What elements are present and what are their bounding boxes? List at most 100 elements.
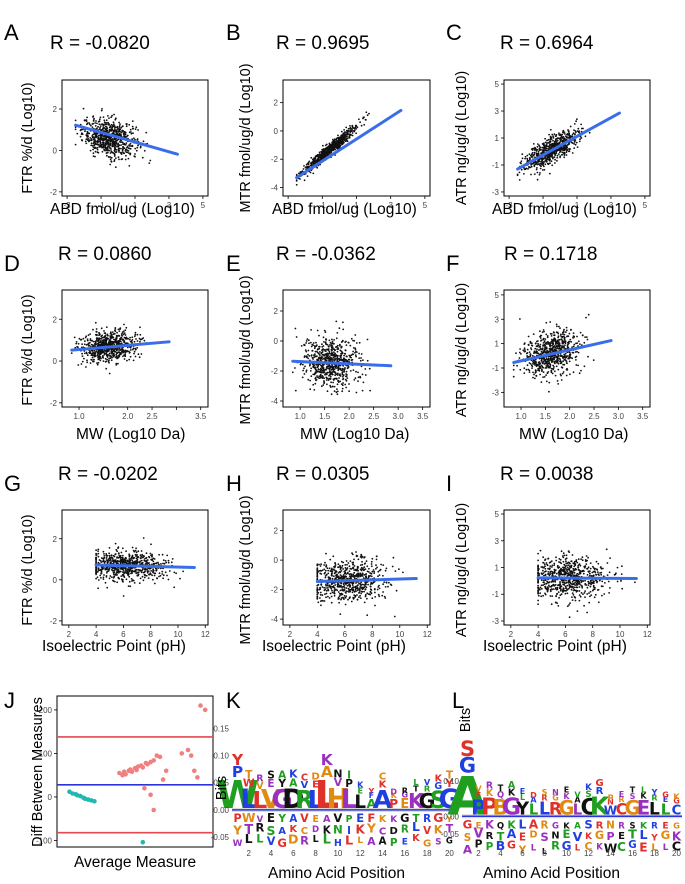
data-point [109,125,112,128]
data-point [105,152,108,155]
data-point [572,332,575,334]
data-point [81,355,84,357]
data-point [557,355,559,358]
data-point [336,147,338,150]
data-point [110,156,113,159]
data-point [77,342,80,345]
data-point [333,385,336,388]
data-point [532,371,534,374]
data-point [545,321,548,324]
data-point [347,358,350,361]
data-point [112,124,114,127]
data-point [133,340,136,343]
data-point [131,546,134,549]
data-point [147,577,150,579]
data-point [103,555,106,557]
data-point [532,333,535,335]
data-point [91,126,94,128]
data-point [108,156,110,159]
data-point [359,376,362,379]
data-point [162,577,165,580]
data-point [334,358,336,360]
data-point [310,156,313,159]
data-point [105,326,108,328]
data-point [93,144,96,147]
data-point [565,326,568,329]
data-point [550,136,553,139]
data-point [347,366,350,368]
data-point [173,586,176,589]
data-point [90,354,93,357]
data-point [110,557,112,559]
data-point [87,132,90,135]
data-point [314,350,317,353]
data-point [308,342,310,345]
data-point [360,124,363,127]
data-point [348,383,350,385]
data-point [102,123,105,126]
data-point [121,347,123,350]
data-point [588,131,591,134]
data-point [300,345,303,347]
data-point [89,124,92,127]
data-point [553,361,556,364]
data-point [86,132,88,135]
data-point [85,138,88,141]
data-point [349,127,351,130]
data-point [550,155,553,158]
data-point [322,336,325,339]
data-point [557,359,559,362]
data-point [345,370,348,373]
data-point [128,147,131,150]
data-point [307,349,310,352]
data-point [304,166,307,169]
data-point [135,338,137,340]
x-tick-label: 5 [201,201,206,210]
data-point [560,366,563,369]
data-point [91,340,93,342]
data-point [331,352,334,355]
data-point [540,364,543,367]
data-point [87,139,89,142]
data-point [314,345,316,348]
data-point [331,385,334,388]
data-point [113,113,115,116]
data-point [82,128,84,131]
data-point [533,173,536,176]
data-point [79,135,82,138]
data-point [128,553,131,556]
data-point [165,561,168,564]
data-point [92,340,95,343]
data-point [97,120,100,123]
data-point [94,140,96,143]
data-point [570,341,573,343]
data-point [323,381,326,383]
data-point [303,373,306,375]
data-point [96,363,99,366]
data-point [128,338,131,341]
data-point [125,550,127,553]
data-point [136,333,139,336]
data-point [100,143,102,146]
data-point [342,374,345,377]
data-point [126,151,129,154]
data-point [114,542,117,545]
data-point [338,359,341,362]
data-point [132,132,134,135]
y-tick-label: 0 [53,576,58,585]
data-point [546,363,548,366]
y-tick-label: 2 [53,315,58,324]
data-point [566,345,569,348]
data-point [527,343,530,346]
data-point [85,366,87,368]
data-point [94,321,97,324]
data-point [107,115,109,117]
panel-letter: A [4,20,19,45]
data-point [315,363,317,366]
data-point [108,547,111,549]
y-tick-label: -3 [492,188,500,197]
data-point [557,347,560,350]
data-point [128,580,131,583]
data-point [124,131,127,134]
